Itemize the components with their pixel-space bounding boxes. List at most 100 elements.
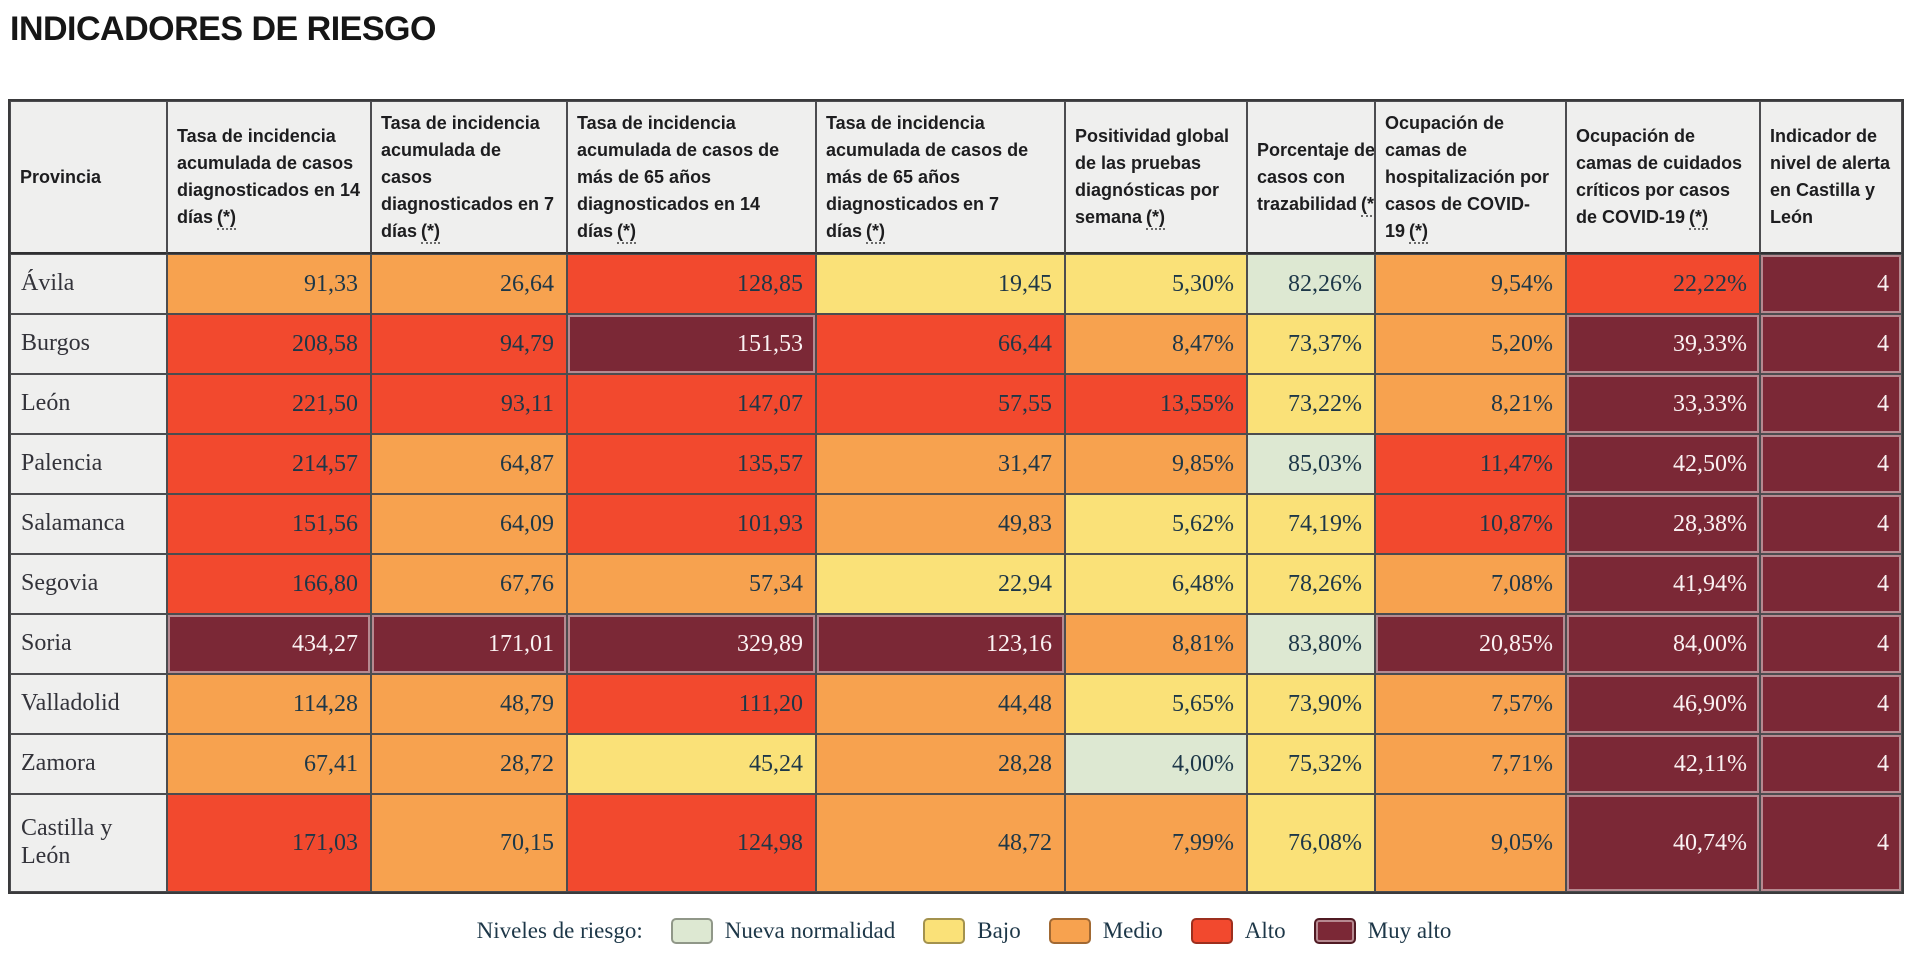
value-cell: 10,87% xyxy=(1375,494,1566,554)
legend-item: Alto xyxy=(1190,918,1286,944)
value-cell: 434,27 xyxy=(167,614,371,674)
footnote-marker[interactable]: (*) xyxy=(421,220,441,244)
value-cell: 135,57 xyxy=(567,434,816,494)
column-header-label: Tasa de incidencia acumulada de casos di… xyxy=(177,126,361,227)
risk-indicators-page: INDICADORES DE RIESGO Provincia Tasa de i… xyxy=(8,10,1904,944)
value-cell: 114,28 xyxy=(167,674,371,734)
province-label: Castilla y León xyxy=(10,794,167,892)
value-cell: 22,22% xyxy=(1566,254,1760,314)
value-cell: 128,85 xyxy=(567,254,816,314)
value-cell: 28,72 xyxy=(371,734,567,794)
province-label: Valladolid xyxy=(10,674,167,734)
value-cell: 8,47% xyxy=(1065,314,1247,374)
column-header-label: Ocupación de camas de hospitalización po… xyxy=(1385,112,1550,241)
value-cell: 82,26% xyxy=(1247,254,1375,314)
column-header: Tasa de incidencia acumulada de casos de… xyxy=(567,101,816,254)
value-cell: 8,81% xyxy=(1065,614,1247,674)
value-cell: 67,41 xyxy=(167,734,371,794)
value-cell: 171,03 xyxy=(167,794,371,892)
footnote-marker[interactable]: (*) xyxy=(217,207,237,230)
column-header-label: Ocupación de camas de cuidados críticos … xyxy=(1576,126,1743,227)
value-cell: 4 xyxy=(1760,374,1902,434)
footnote-marker[interactable]: (*) xyxy=(1409,220,1429,244)
value-cell: 70,15 xyxy=(371,794,567,892)
column-header: Tasa de incidencia acumulada de casos de… xyxy=(816,101,1065,254)
value-cell: 4 xyxy=(1760,314,1902,374)
column-header-label: Tasa de incidencia acumulada de casos di… xyxy=(381,112,555,241)
legend-swatch-bajo xyxy=(923,918,966,944)
value-cell: 4,00% xyxy=(1065,734,1247,794)
value-cell: 22,94 xyxy=(816,554,1065,614)
column-header: Ocupación de camas de hospitalización po… xyxy=(1375,101,1566,254)
value-cell: 28,28 xyxy=(816,734,1065,794)
value-cell: 39,33% xyxy=(1566,314,1760,374)
value-cell: 20,85% xyxy=(1375,614,1566,674)
value-cell: 94,79 xyxy=(371,314,567,374)
value-cell: 214,57 xyxy=(167,434,371,494)
value-cell: 7,99% xyxy=(1065,794,1247,892)
value-cell: 67,76 xyxy=(371,554,567,614)
value-cell: 5,30% xyxy=(1065,254,1247,314)
footnote-marker[interactable]: (*) xyxy=(1361,193,1374,217)
column-header-label: Provincia xyxy=(20,166,102,187)
value-cell: 73,37% xyxy=(1247,314,1375,374)
column-header-label: Porcentaje de casos con trazabilidad xyxy=(1257,139,1375,214)
value-cell: 28,38% xyxy=(1566,494,1760,554)
province-label: Palencia xyxy=(10,434,167,494)
column-header-label: Tasa de incidencia acumulada de casos de… xyxy=(826,112,1029,241)
value-cell: 48,72 xyxy=(816,794,1065,892)
province-label: Ávila xyxy=(10,254,167,314)
province-label: Zamora xyxy=(10,734,167,794)
column-header: Tasa de incidencia acumulada de casos di… xyxy=(371,101,567,254)
footnote-marker[interactable]: (*) xyxy=(1689,207,1709,230)
value-cell: 41,94% xyxy=(1566,554,1760,614)
legend-item: Medio xyxy=(1048,918,1163,944)
footnote-marker[interactable]: (*) xyxy=(617,220,637,244)
value-cell: 8,21% xyxy=(1375,374,1566,434)
value-cell: 93,11 xyxy=(371,374,567,434)
value-cell: 64,09 xyxy=(371,494,567,554)
province-label: Segovia xyxy=(10,554,167,614)
value-cell: 74,19% xyxy=(1247,494,1375,554)
legend-item-label: Medio xyxy=(1102,918,1163,943)
value-cell: 9,05% xyxy=(1375,794,1566,892)
value-cell: 26,64 xyxy=(371,254,567,314)
page-title: INDICADORES DE RIESGO xyxy=(10,10,436,48)
legend-label: Niveles de riesgo: xyxy=(476,918,643,943)
legend-swatch-muy-alto xyxy=(1313,918,1356,944)
value-cell: 4 xyxy=(1760,794,1902,892)
value-cell: 171,01 xyxy=(371,614,567,674)
footnote-marker[interactable]: (*) xyxy=(866,220,886,244)
value-cell: 13,55% xyxy=(1065,374,1247,434)
value-cell: 329,89 xyxy=(567,614,816,674)
value-cell: 4 xyxy=(1760,614,1902,674)
value-cell: 111,20 xyxy=(567,674,816,734)
value-cell: 7,57% xyxy=(1375,674,1566,734)
value-cell: 4 xyxy=(1760,494,1902,554)
column-header-label: Tasa de incidencia acumulada de casos de… xyxy=(577,112,780,241)
value-cell: 123,16 xyxy=(816,614,1065,674)
value-cell: 75,32% xyxy=(1247,734,1375,794)
value-cell: 221,50 xyxy=(167,374,371,434)
value-cell: 49,83 xyxy=(816,494,1065,554)
value-cell: 84,00% xyxy=(1566,614,1760,674)
value-cell: 48,79 xyxy=(371,674,567,734)
value-cell: 124,98 xyxy=(567,794,816,892)
legend-swatch-nueva-normalidad xyxy=(670,918,713,944)
legend-swatch-alto xyxy=(1190,918,1233,944)
value-cell: 91,33 xyxy=(167,254,371,314)
province-label: Salamanca xyxy=(10,494,167,554)
value-cell: 9,54% xyxy=(1375,254,1566,314)
value-cell: 33,33% xyxy=(1566,374,1760,434)
value-cell: 42,50% xyxy=(1566,434,1760,494)
value-cell: 85,03% xyxy=(1247,434,1375,494)
column-header: Positividad global de las pruebas diagnó… xyxy=(1065,101,1247,254)
footnote-marker[interactable]: (*) xyxy=(1146,207,1166,230)
legend-item: Muy alto xyxy=(1313,918,1451,944)
value-cell: 11,47% xyxy=(1375,434,1566,494)
value-cell: 7,08% xyxy=(1375,554,1566,614)
legend-swatch-medio xyxy=(1048,918,1091,944)
value-cell: 78,26% xyxy=(1247,554,1375,614)
value-cell: 73,22% xyxy=(1247,374,1375,434)
value-cell: 57,34 xyxy=(567,554,816,614)
